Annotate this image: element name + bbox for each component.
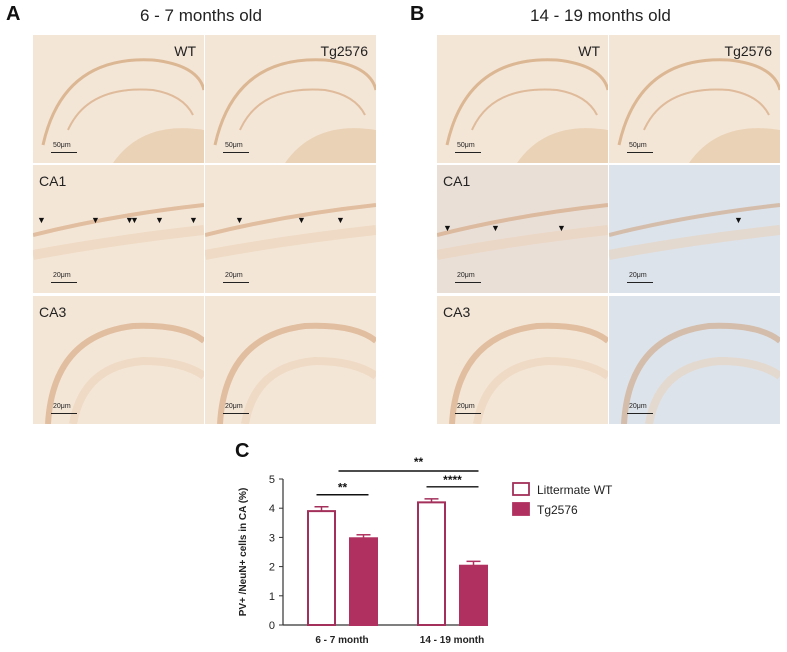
micrograph-a-overview-tg2576: Tg2576 50μm (205, 35, 376, 163)
micrograph-image (205, 165, 376, 293)
y-axis-title: PV+ /NeuN+ cells in CA (%) (238, 488, 249, 617)
arrowhead-marker: ▼ (491, 223, 500, 233)
bar-tg2576 (349, 537, 378, 626)
scale-bar-label: 20μm (225, 403, 243, 410)
significance-label: ** (414, 455, 424, 469)
scale-bar-label: 20μm (629, 403, 647, 410)
ca3-row-label: CA3 (443, 304, 471, 320)
scale-bar-line (455, 152, 481, 153)
micrograph-image (33, 296, 204, 424)
legend-swatch-tg2576 (512, 502, 530, 516)
micrograph-b-overview-tg2576: Tg2576 50μm (609, 35, 780, 163)
arrowhead-marker: ▼ (235, 215, 244, 225)
x-category-label: 6 - 7 month (315, 635, 368, 646)
arrowhead-marker: ▼ (130, 215, 139, 225)
arrowhead-marker: ▼ (336, 215, 345, 225)
micrograph-a-ca1-wt: CA1 20μm ▼ ▼ ▼ ▼ ▼ ▼ (33, 165, 204, 293)
micrograph-a-overview-wt: WT 50μm (33, 35, 204, 163)
legend-swatch-wt (512, 482, 530, 496)
panel-b-letter: B (410, 3, 425, 25)
arrowhead-marker: ▼ (607, 223, 608, 233)
tg2576-column-label: Tg2576 (320, 43, 368, 59)
micrograph-image (437, 165, 608, 293)
legend-label: Littermate WT (537, 483, 613, 497)
panel-a-title: 6 - 7 months old (140, 6, 262, 25)
scale-bar-line (455, 282, 481, 283)
y-tick-label: 2 (269, 562, 275, 574)
panel-b-title: 14 - 19 months old (530, 6, 671, 25)
micrograph-image (205, 296, 376, 424)
micrograph-b-ca3-wt: CA3 20μm (437, 296, 608, 424)
micrograph-a-ca3-wt: CA3 20μm (33, 296, 204, 424)
micrograph-image (33, 165, 204, 293)
y-tick-label: 1 (269, 591, 275, 603)
scale-bar-line (51, 413, 77, 414)
scale-bar-line (223, 282, 249, 283)
micrograph-image (437, 296, 608, 424)
micrograph-b-ca3-tg2576: 20μm (609, 296, 780, 424)
wt-column-label: WT (578, 43, 600, 59)
y-tick-label: 0 (269, 620, 275, 632)
significance-label: ** (338, 481, 348, 495)
y-tick-label: 3 (269, 532, 275, 544)
bar-wt (417, 501, 446, 626)
scale-bar-line (223, 413, 249, 414)
scale-bar-label: 20μm (53, 403, 71, 410)
bar-tg2576 (459, 564, 488, 626)
arrowhead-marker: ▼ (557, 223, 566, 233)
arrowhead-marker: ▼ (734, 215, 743, 225)
scale-bar-line (51, 152, 77, 153)
micrograph-image (609, 35, 780, 163)
scale-bar-line (223, 152, 249, 153)
scale-bar-label: 20μm (457, 403, 475, 410)
scale-bar-label: 50μm (629, 142, 647, 149)
micrograph-b-ca1-tg2576: 20μm ▼ (609, 165, 780, 293)
ca1-row-label: CA1 (443, 173, 471, 189)
micrograph-image (609, 165, 780, 293)
arrowhead-marker: ▼ (37, 215, 46, 225)
scale-bar-label: 50μm (225, 142, 243, 149)
arrowhead-marker: ▼ (125, 215, 134, 225)
micrograph-image (609, 296, 780, 424)
scale-bar-line (455, 413, 481, 414)
arrowhead-marker: ▼ (189, 215, 198, 225)
scale-bar-label: 20μm (629, 272, 647, 279)
scale-bar-label: 50μm (53, 142, 71, 149)
micrograph-image (437, 35, 608, 163)
micrograph-b-ca1-wt: CA1 20μm ▼ ▼ ▼ ▼ (437, 165, 608, 293)
y-tick-label: 4 (269, 503, 275, 515)
scale-bar-line (627, 282, 653, 283)
ca1-row-label: CA1 (39, 173, 67, 189)
arrowhead-marker: ▼ (297, 215, 306, 225)
y-tick-label: 5 (269, 474, 275, 486)
scale-bar-label: 20μm (457, 272, 475, 279)
panel-c-letter: C (235, 440, 250, 462)
arrowhead-marker: ▼ (155, 215, 164, 225)
scale-bar-line (51, 282, 77, 283)
micrograph-image (205, 35, 376, 163)
significance-label: **** (443, 473, 462, 487)
tg2576-column-label: Tg2576 (724, 43, 772, 59)
arrowhead-marker: ▼ (443, 223, 452, 233)
scale-bar-line (627, 152, 653, 153)
panel-a-letter: A (6, 3, 21, 25)
scale-bar-label: 50μm (457, 142, 475, 149)
micrograph-b-overview-wt: WT 50μm (437, 35, 608, 163)
micrograph-a-ca3-tg2576: 20μm (205, 296, 376, 424)
wt-column-label: WT (174, 43, 196, 59)
micrograph-a-ca1-tg2576: 20μm ▼ ▼ ▼ (205, 165, 376, 293)
scale-bar-label: 20μm (225, 272, 243, 279)
scale-bar-line (627, 413, 653, 414)
bar-wt (307, 510, 336, 626)
arrowhead-marker: ▼ (91, 215, 100, 225)
legend-label: Tg2576 (537, 503, 578, 517)
pv-neun-bar-chart: 0 1 2 3 4 5 PV+ /NeuN+ cells in CA (%) 6 - 7 mo… (238, 455, 613, 646)
ca3-row-label: CA3 (39, 304, 67, 320)
scale-bar-label: 20μm (53, 272, 71, 279)
x-category-label: 14 - 19 month (420, 635, 484, 646)
micrograph-image (33, 35, 204, 163)
